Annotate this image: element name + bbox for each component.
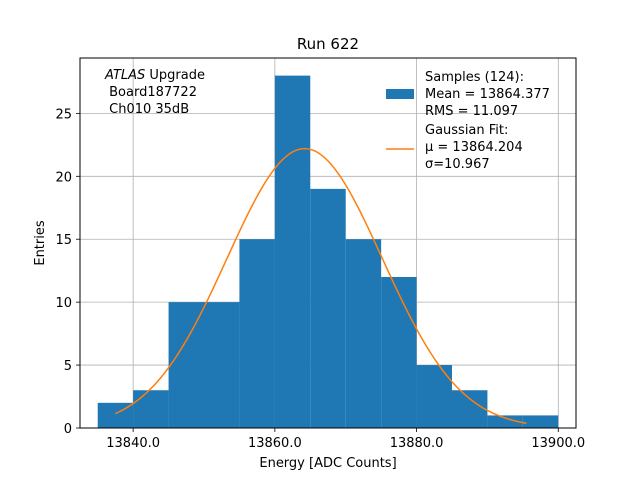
legend-fit-line: Gaussian Fit: <box>425 123 508 138</box>
legend-fit-line: σ=10.967 <box>425 157 490 172</box>
x-axis-ticks: 13840.0 13860.0 13880.0 13900.0 <box>106 428 585 451</box>
y-tick-label: 0 <box>64 422 72 437</box>
annotation-experiment: ATLAS <box>104 68 145 83</box>
histogram-bar <box>168 302 204 428</box>
gaussian-fit-curve <box>115 147 527 424</box>
y-axis-label: Entries <box>33 220 48 266</box>
histogram-bar <box>452 390 488 428</box>
legend-samples-line: Samples (124): <box>425 70 524 85</box>
chart-title: Run 622 <box>297 35 359 53</box>
x-axis-label: Energy [ADC Counts] <box>259 456 396 471</box>
histogram-bar <box>381 276 417 428</box>
histogram-bar <box>274 75 311 428</box>
y-tick-label: 20 <box>55 170 72 185</box>
x-tick-label: 13860.0 <box>248 436 302 451</box>
x-tick-label: 13900.0 <box>531 436 585 451</box>
histogram-bar <box>487 415 523 428</box>
legend-samples-line: Mean = 13864.377 <box>425 87 550 102</box>
info-annotation: ATLAS Upgrade Board187722 Ch010 35dB <box>104 68 205 117</box>
histogram-bars <box>97 75 559 428</box>
annotation-line-1-rest: Upgrade <box>145 68 205 83</box>
legend-handle-samples <box>386 89 414 99</box>
legend-samples-line: RMS = 11.097 <box>425 104 518 119</box>
y-tick-label: 15 <box>55 233 72 248</box>
histogram-bar <box>204 302 240 428</box>
gaussian-fit <box>115 147 527 424</box>
annotation-line-3: Ch010 35dB <box>105 102 189 117</box>
histogram-bar <box>239 239 275 428</box>
legend-fit-line: μ = 13864.204 <box>425 140 523 155</box>
histogram-bar <box>522 415 559 428</box>
annotation-line-2: Board187722 <box>105 85 197 100</box>
x-tick-label: 13840.0 <box>106 436 160 451</box>
histogram-bar <box>310 188 346 428</box>
x-tick-label: 13880.0 <box>390 436 444 451</box>
y-tick-label: 5 <box>64 359 72 374</box>
y-tick-label: 10 <box>55 296 72 311</box>
y-axis-ticks: 0 5 10 15 20 25 <box>55 107 80 437</box>
legend: Samples (124): Mean = 13864.377 RMS = 11… <box>386 70 550 172</box>
plot-frame <box>79 57 577 429</box>
histogram-bar <box>345 239 382 428</box>
histogram-bar <box>133 390 169 428</box>
annotation-line-1: ATLAS Upgrade <box>104 68 205 83</box>
y-tick-label: 25 <box>55 107 72 122</box>
